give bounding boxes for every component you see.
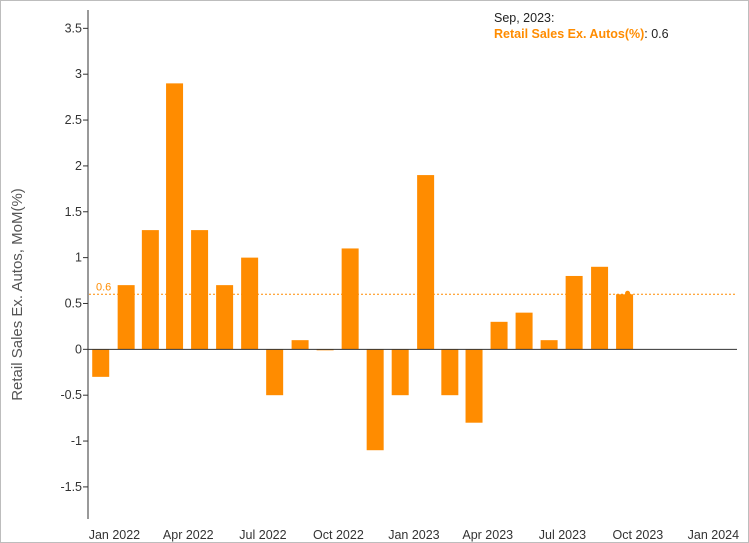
x-tick-label: Apr 2022 <box>163 528 214 542</box>
x-tick-label: Jan 2024 <box>688 528 739 542</box>
bar <box>441 349 459 396</box>
y-tick-label: 2 <box>75 159 82 173</box>
y-tick-label: 1 <box>75 251 82 265</box>
x-tick-label: Jul 2023 <box>539 528 586 542</box>
bar <box>291 340 309 350</box>
bar <box>92 349 110 377</box>
bar <box>117 285 135 350</box>
y-tick-label: 3.5 <box>65 21 82 35</box>
y-axis-title: Retail Sales Ex. Autos, MoM(%) <box>9 188 26 401</box>
y-tick-label: -1 <box>71 434 82 448</box>
bar <box>141 230 159 350</box>
bar <box>465 349 483 423</box>
tooltip-series-row: Retail Sales Ex. Autos(%): 0.6 <box>494 26 669 42</box>
bar <box>417 175 435 350</box>
x-tick-label: Jan 2022 <box>89 528 140 542</box>
bar <box>216 285 234 350</box>
bar <box>241 257 259 350</box>
tooltip-separator: : <box>644 27 652 41</box>
x-tick-label: Jan 2023 <box>388 528 439 542</box>
labels-group: 3.5 3 2.5 2 1.5 1 0.5 0 -0.5 -1 -1.5 Jan 2022 Apr 20… <box>9 21 739 542</box>
y-tick-label: -1.5 <box>60 480 82 494</box>
y-tick-label: 1.5 <box>65 205 82 219</box>
bar <box>191 230 209 350</box>
y-tick-label: -0.5 <box>60 388 82 402</box>
x-tick-label: Oct 2022 <box>313 528 364 542</box>
bar <box>341 248 359 350</box>
tooltip-series-label: Retail Sales Ex. Autos(%) <box>494 27 645 41</box>
bar <box>391 349 409 396</box>
reference-line-label: 0.6 <box>96 281 111 293</box>
bar <box>515 312 533 350</box>
bar <box>565 275 583 350</box>
y-tick-label: 2.5 <box>65 113 82 127</box>
bar <box>616 294 634 350</box>
x-tick-label: Oct 2023 <box>613 528 664 542</box>
bar <box>540 340 558 350</box>
hover-tooltip: Sep, 2023: Retail Sales Ex. Autos(%): 0.… <box>494 10 669 42</box>
bars-group <box>92 83 634 451</box>
hover-marker <box>625 290 631 296</box>
y-tick-label: 0 <box>75 342 82 356</box>
bar <box>166 83 184 350</box>
x-tick-label: Jul 2022 <box>239 528 286 542</box>
bar <box>591 266 609 350</box>
bar <box>490 321 508 350</box>
y-tick-label: 0.5 <box>65 296 82 310</box>
bar <box>366 349 384 451</box>
tooltip-value: 0.6 <box>651 27 669 41</box>
x-tick-label: Apr 2023 <box>462 528 513 542</box>
bar <box>266 349 284 396</box>
y-tick-label: 3 <box>75 67 82 81</box>
axes-group <box>83 10 737 519</box>
tooltip-date: Sep, 2023: <box>494 11 555 25</box>
